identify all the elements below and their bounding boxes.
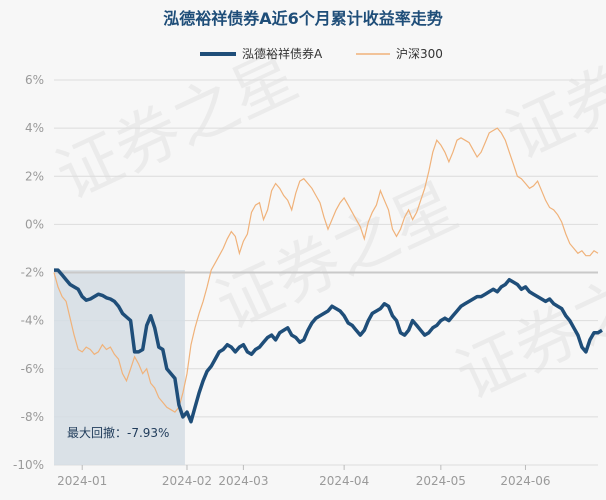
x-tick-label: 2024-02 xyxy=(162,474,212,488)
watermark-text: 证券之星 xyxy=(45,39,308,214)
chart-title: 泓德裕祥债券A近6个月累计收益率走势 xyxy=(163,9,443,28)
legend-label-fund: 泓德裕祥债券A xyxy=(242,46,323,61)
legend: 泓德裕祥债券A 沪深300 xyxy=(200,46,443,61)
x-tick-label: 2024-01 xyxy=(57,474,107,488)
watermark-text: 证券之星 xyxy=(445,239,606,414)
x-axis-ticks: 2024-01 2024-02 2024-03 2024-04 2024-05 2024-… xyxy=(57,465,551,488)
x-tick-label: 2024-04 xyxy=(319,474,369,488)
series-line-fund xyxy=(54,268,603,424)
legend-label-index: 沪深300 xyxy=(396,47,443,61)
y-tick-label: 2% xyxy=(25,169,44,183)
x-tick-label: 2024-05 xyxy=(416,474,466,488)
watermark-text: 证券之星 xyxy=(205,169,468,344)
y-tick-label: -2% xyxy=(21,266,44,280)
y-tick-label: 6% xyxy=(25,73,44,87)
series-line-index xyxy=(53,127,599,413)
watermark-text: 证券之星 xyxy=(495,0,606,175)
max-drawdown-annotation: 最大回撤：-7.93% xyxy=(67,425,169,440)
x-tick-label: 2024-06 xyxy=(500,474,550,488)
max-drawdown-region xyxy=(54,270,185,465)
y-tick-label: -10% xyxy=(13,458,44,472)
y-tick-label: 0% xyxy=(25,217,44,231)
y-tick-label: 4% xyxy=(25,121,44,135)
y-tick-label: -6% xyxy=(21,362,44,376)
y-axis-ticks: 6% 4% 2% 0% -2% -4% -6% -8% -10% xyxy=(13,73,44,472)
x-tick-label: 2024-03 xyxy=(218,474,268,488)
y-tick-label: -4% xyxy=(21,314,44,328)
y-tick-label: -8% xyxy=(21,410,44,424)
